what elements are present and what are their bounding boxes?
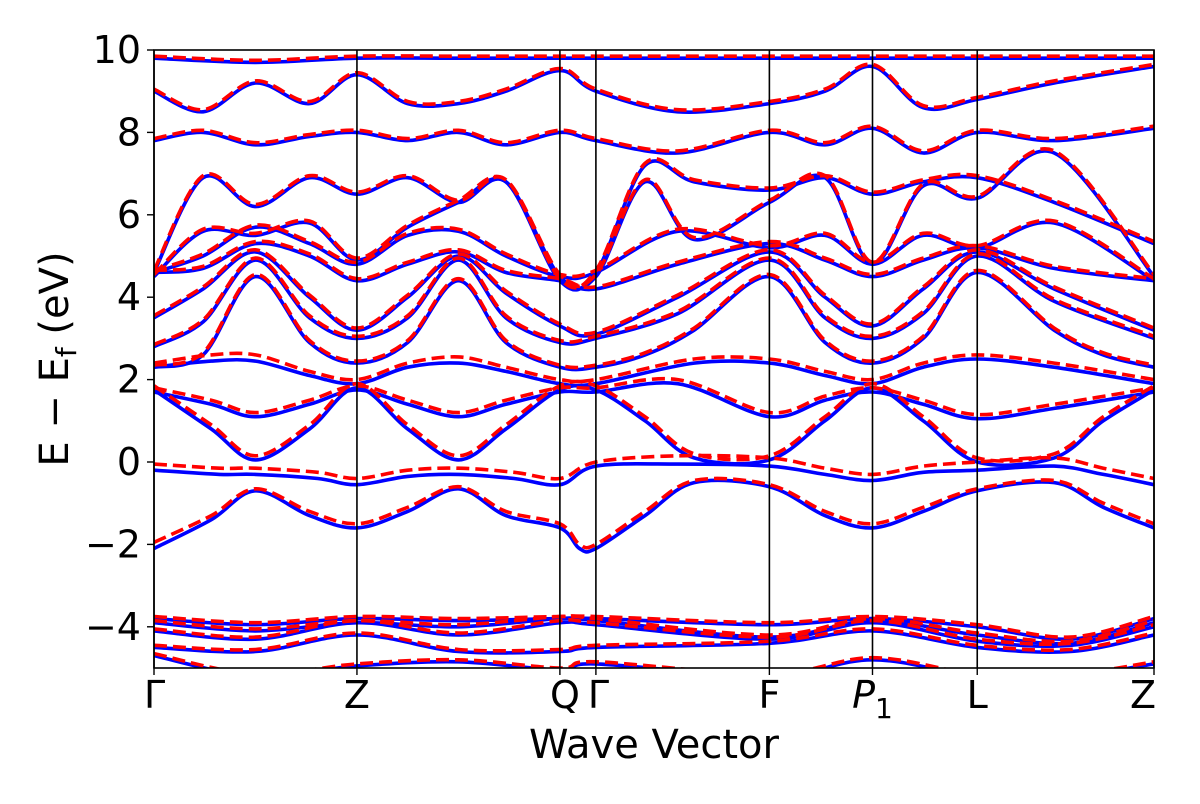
band-solid-core-5 [154,653,1154,668]
x-tick-label: Z [1130,673,1156,717]
x-tick-label: F [758,673,780,717]
band-dashed-cond-3 [154,351,1154,384]
band-dashed-core-4 [154,627,1154,653]
x-tick-label: Z [344,673,370,717]
y-tick-label: 6 [117,193,141,237]
x-tick-label: P1 [852,673,893,725]
x-tick-label: Q [550,673,580,717]
y-tick-label: −4 [85,605,141,649]
y-tick-label: 10 [93,28,141,72]
plot-frame [153,49,1155,669]
band-dashed-cond-12 [154,62,1154,112]
band-solid-cond-5 [154,254,1154,349]
band-dashed-cond-4 [154,268,1154,370]
band-solid-valence-lower [154,478,1154,554]
y-axis: −4 −2 0 2 4 6 8 10 [85,28,154,649]
band-solid-cond-13 [154,56,1154,65]
band-solid-core-4 [154,629,1154,655]
x-tick-label: Γ [588,673,609,717]
band-dashed-core-1 [154,614,1154,639]
y-tick-label: 2 [117,358,141,402]
band-dashed-cond-9 [154,147,1154,289]
x-tick-label: L [967,673,988,717]
band-dashed-fermi-band [154,453,1154,481]
band-dashed-core-5 [154,651,1154,668]
band-dashed-valence-lower [154,476,1154,550]
band-dashed-core-3 [154,617,1154,646]
y-tick-label: 0 [117,440,141,484]
band-dashed-cond-2 [154,379,1154,463]
y-tick-label: 8 [117,110,141,154]
band-solid-cond-2 [154,383,1154,468]
band-solid-cond-12 [154,64,1154,114]
x-axis-title: Wave Vector [529,722,780,768]
band-dashed-cond-11 [154,124,1154,153]
band-dashed-cond-5 [154,252,1154,347]
x-tick-label: Γ [144,673,165,717]
y-tick-label: −2 [85,522,141,566]
bands-layer [154,54,1154,668]
band-dashed-cond-13 [154,54,1154,63]
y-axis-title: E − Ef (eV) [32,251,83,466]
x-axis: Γ Z Q Γ F P1 L Z [144,668,1156,725]
y-tick-label: 4 [117,275,141,319]
band-solid-core-3 [154,620,1154,648]
